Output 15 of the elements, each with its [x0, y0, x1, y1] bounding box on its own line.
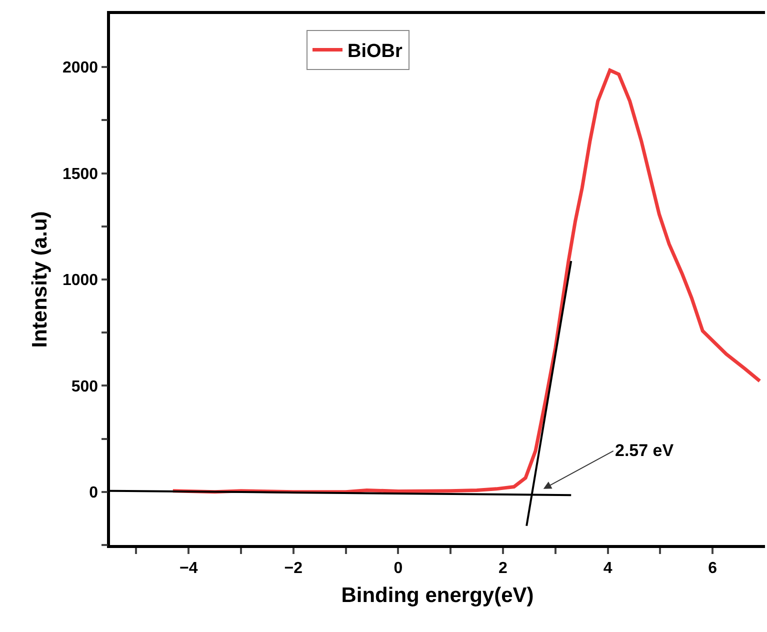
y-tick-label: 2000: [62, 60, 98, 77]
annotation: 2.57 eV: [615, 441, 674, 460]
x-tick-label: 4: [603, 560, 612, 577]
y-tick-label: 500: [71, 378, 98, 396]
x-tick-label: −4: [179, 560, 198, 577]
y-tick-label: 1000: [62, 272, 98, 290]
x-axis-title: Binding energy(eV): [341, 584, 534, 608]
x-tick-label: 2: [498, 560, 508, 577]
legend-label: BiOBr: [348, 41, 403, 62]
y-axis-title: Intensity (a.u): [28, 211, 52, 348]
x-tick-label: −2: [284, 560, 303, 577]
y-tick-label: 1500: [62, 166, 98, 183]
y-tick-label: 0: [89, 484, 98, 502]
x-tick-label: 0: [394, 560, 403, 577]
x-tick-label: 6: [708, 560, 718, 577]
